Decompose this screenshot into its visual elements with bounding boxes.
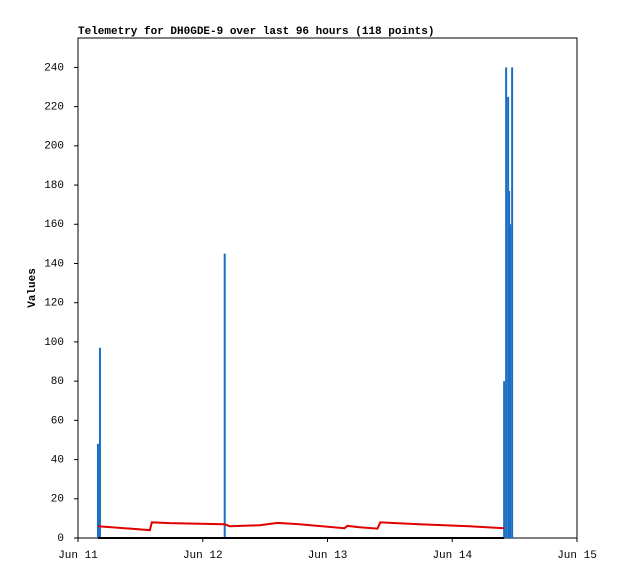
x-tick-label: Jun 15: [557, 550, 597, 562]
y-tick-label: 160: [44, 219, 64, 231]
y-tick-label: 220: [44, 102, 64, 114]
chart-title: Telemetry for DH0GDE-9 over last 96 hour…: [78, 26, 434, 38]
x-tick-label: Jun 11: [58, 550, 98, 562]
y-tick-label: 200: [44, 141, 64, 153]
x-tick-label: Jun 14: [432, 550, 472, 562]
y-tick-label: 100: [44, 337, 64, 349]
x-tick-label: Jun 13: [308, 550, 348, 562]
y-tick-label: 20: [51, 494, 64, 506]
y-tick-label: 40: [51, 454, 64, 466]
y-tick-label: 60: [51, 415, 64, 427]
y-tick-label: 180: [44, 180, 64, 192]
x-tick-label: Jun 12: [183, 550, 223, 562]
y-tick-label: 80: [51, 376, 64, 388]
y-tick-label: 120: [44, 298, 64, 310]
y-tick-label: 0: [57, 533, 64, 545]
y-tick-label: 240: [44, 62, 64, 74]
series-line: [97, 521, 505, 532]
y-axis-label: Values: [27, 268, 39, 308]
y-tick-label: 140: [44, 258, 64, 270]
